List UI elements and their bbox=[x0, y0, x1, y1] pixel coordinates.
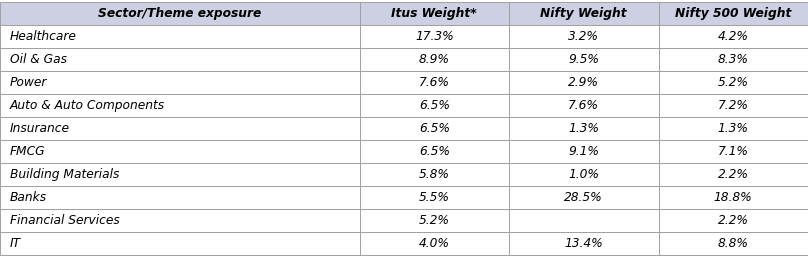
Text: 8.9%: 8.9% bbox=[419, 53, 450, 66]
Text: 9.5%: 9.5% bbox=[568, 53, 600, 66]
Text: Auto & Auto Components: Auto & Auto Components bbox=[10, 99, 165, 112]
Text: Power: Power bbox=[10, 76, 47, 89]
Text: 2.2%: 2.2% bbox=[718, 168, 749, 181]
Text: Banks: Banks bbox=[10, 191, 47, 204]
Bar bbox=[0, 117, 360, 140]
Bar bbox=[0, 140, 360, 163]
Bar bbox=[0, 48, 360, 71]
Text: Oil & Gas: Oil & Gas bbox=[10, 53, 67, 66]
Bar bbox=[360, 140, 509, 163]
Text: 9.1%: 9.1% bbox=[568, 145, 600, 158]
Bar bbox=[509, 2, 659, 25]
Bar bbox=[0, 2, 360, 25]
Bar bbox=[360, 163, 509, 186]
Bar bbox=[360, 117, 509, 140]
Text: 5.8%: 5.8% bbox=[419, 168, 450, 181]
Text: 7.2%: 7.2% bbox=[718, 99, 749, 112]
Text: 7.6%: 7.6% bbox=[419, 76, 450, 89]
Bar bbox=[0, 71, 360, 94]
Text: 5.2%: 5.2% bbox=[419, 214, 450, 227]
Text: 5.2%: 5.2% bbox=[718, 76, 749, 89]
Text: 2.2%: 2.2% bbox=[718, 214, 749, 227]
Bar bbox=[0, 94, 360, 117]
Text: Financial Services: Financial Services bbox=[10, 214, 120, 227]
Bar bbox=[659, 209, 808, 232]
Bar bbox=[360, 94, 509, 117]
Text: 4.2%: 4.2% bbox=[718, 30, 749, 43]
Text: 3.2%: 3.2% bbox=[568, 30, 600, 43]
Bar bbox=[509, 186, 659, 209]
Bar bbox=[509, 25, 659, 48]
Text: 1.0%: 1.0% bbox=[568, 168, 600, 181]
Bar bbox=[509, 48, 659, 71]
Text: 2.9%: 2.9% bbox=[568, 76, 600, 89]
Text: 7.1%: 7.1% bbox=[718, 145, 749, 158]
Bar bbox=[659, 25, 808, 48]
Text: 1.3%: 1.3% bbox=[718, 122, 749, 135]
Text: Nifty Weight: Nifty Weight bbox=[541, 7, 627, 20]
Bar bbox=[509, 232, 659, 255]
Text: Nifty 500 Weight: Nifty 500 Weight bbox=[675, 7, 792, 20]
Text: 28.5%: 28.5% bbox=[565, 191, 603, 204]
Bar bbox=[509, 117, 659, 140]
Bar bbox=[360, 71, 509, 94]
Text: IT: IT bbox=[10, 237, 21, 250]
Bar bbox=[659, 71, 808, 94]
Bar bbox=[659, 232, 808, 255]
Text: FMCG: FMCG bbox=[10, 145, 45, 158]
Bar bbox=[360, 2, 509, 25]
Bar bbox=[509, 71, 659, 94]
Text: 6.5%: 6.5% bbox=[419, 122, 450, 135]
Bar bbox=[509, 209, 659, 232]
Text: 17.3%: 17.3% bbox=[415, 30, 453, 43]
Text: 8.8%: 8.8% bbox=[718, 237, 749, 250]
Bar bbox=[659, 48, 808, 71]
Text: Itus Weight*: Itus Weight* bbox=[392, 7, 477, 20]
Bar bbox=[360, 48, 509, 71]
Text: 8.3%: 8.3% bbox=[718, 53, 749, 66]
Bar bbox=[0, 186, 360, 209]
Text: 4.0%: 4.0% bbox=[419, 237, 450, 250]
Text: Insurance: Insurance bbox=[10, 122, 69, 135]
Text: 7.6%: 7.6% bbox=[568, 99, 600, 112]
Bar bbox=[509, 94, 659, 117]
Bar bbox=[659, 140, 808, 163]
Bar bbox=[659, 2, 808, 25]
Text: 1.3%: 1.3% bbox=[568, 122, 600, 135]
Bar bbox=[659, 163, 808, 186]
Bar bbox=[659, 94, 808, 117]
Text: 13.4%: 13.4% bbox=[565, 237, 603, 250]
Bar bbox=[509, 140, 659, 163]
Bar bbox=[360, 25, 509, 48]
Text: Sector/Theme exposure: Sector/Theme exposure bbox=[98, 7, 262, 20]
Text: 18.8%: 18.8% bbox=[714, 191, 752, 204]
Bar bbox=[360, 209, 509, 232]
Bar bbox=[0, 163, 360, 186]
Bar bbox=[659, 186, 808, 209]
Bar bbox=[0, 209, 360, 232]
Text: Building Materials: Building Materials bbox=[10, 168, 119, 181]
Text: Healthcare: Healthcare bbox=[10, 30, 77, 43]
Text: 6.5%: 6.5% bbox=[419, 145, 450, 158]
Text: 5.5%: 5.5% bbox=[419, 191, 450, 204]
Bar bbox=[360, 186, 509, 209]
Bar bbox=[509, 163, 659, 186]
Bar bbox=[659, 117, 808, 140]
Bar bbox=[0, 232, 360, 255]
Bar bbox=[360, 232, 509, 255]
Bar bbox=[0, 25, 360, 48]
Text: 6.5%: 6.5% bbox=[419, 99, 450, 112]
